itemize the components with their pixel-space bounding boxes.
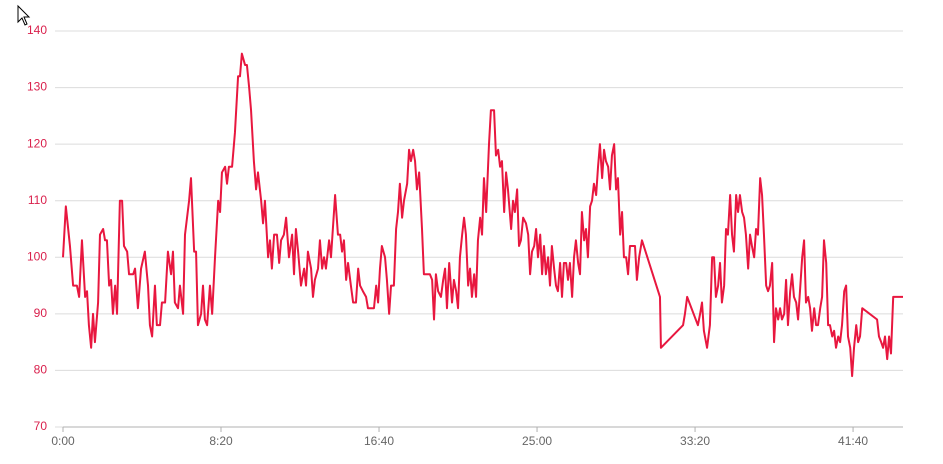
x-tick-label: 8:20 <box>209 434 233 448</box>
y-tick-label: 110 <box>28 193 47 207</box>
x-tick-label: 33:20 <box>680 434 710 448</box>
x-tick-label: 41:40 <box>838 434 868 448</box>
axes: 70 80 90 100 110 120 130 140 0:00 8:20 16:40 25:00 3… <box>27 23 903 448</box>
y-tick-label: 130 <box>27 80 47 94</box>
y-tick-label: 90 <box>34 306 48 320</box>
y-tick-label: 100 <box>27 249 47 263</box>
x-tick-label: 25:00 <box>522 434 552 448</box>
mouse-cursor <box>17 4 31 26</box>
x-tick-label: 16:40 <box>364 434 394 448</box>
line-series <box>62 52 903 378</box>
y-tick-label: 140 <box>27 23 47 37</box>
plot-area <box>62 52 903 378</box>
y-tick-label: 120 <box>27 136 47 150</box>
y-tick-label: 70 <box>34 419 48 433</box>
x-tick-label: 0:00 <box>51 434 75 448</box>
y-tick-label: 80 <box>34 363 48 377</box>
